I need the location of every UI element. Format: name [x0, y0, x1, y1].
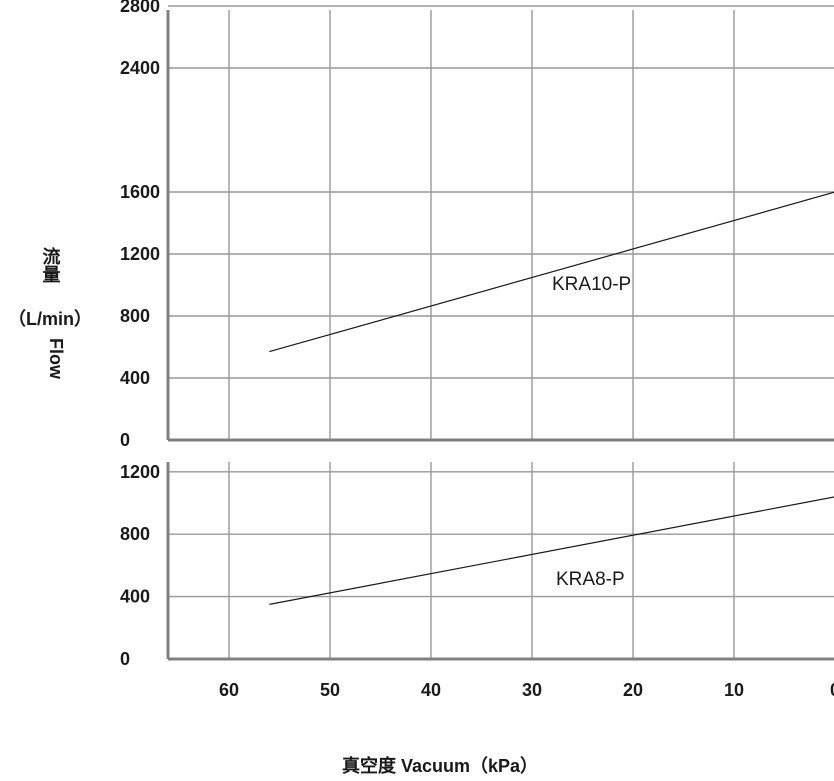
x-axis-label: 真空度 Vacuum（kPa）	[342, 755, 538, 776]
y-tick-label: 400	[120, 587, 150, 607]
series-line-kra8-p	[269, 496, 834, 605]
x-tick-label: 10	[724, 680, 744, 700]
y-tick-label: 1200	[120, 244, 160, 264]
x-tick-label: 60	[219, 680, 239, 700]
y-tick-label: 800	[120, 306, 150, 326]
y-tick-label: 0	[120, 649, 130, 669]
series-line-kra10-p	[269, 191, 834, 353]
y-tick-label: 400	[120, 368, 150, 388]
y-axis-label-cn: 流量	[40, 246, 61, 283]
series-label: KRA10-P	[552, 274, 631, 295]
x-tick-label: 50	[320, 680, 340, 700]
x-tick-label: 30	[522, 680, 542, 700]
y-axis-label-unit: （L/min）	[8, 309, 92, 329]
x-tick-label: 40	[421, 680, 441, 700]
y-axis-label-en: Flow	[46, 338, 66, 380]
x-tick-label: 0	[830, 680, 834, 700]
y-tick-label: 2800	[120, 0, 160, 16]
y-axis-label: 流量 （L/min） Flow	[8, 246, 92, 380]
lower-panel: 0 400 800 1200 KRA8-P 60 50 40 30 20 10 0	[120, 462, 834, 700]
y-tick-label: 2400	[120, 58, 160, 78]
y-tick-label: 800	[120, 524, 150, 544]
series-label: KRA8-P	[556, 569, 625, 590]
upper-panel: 0 400 800 1200 1600 2400 2800 KRA10-P	[120, 0, 834, 450]
y-tick-label: 0	[120, 430, 130, 450]
y-tick-label: 1200	[120, 462, 160, 482]
y-tick-label: 1600	[120, 182, 160, 202]
x-tick-label: 20	[623, 680, 643, 700]
